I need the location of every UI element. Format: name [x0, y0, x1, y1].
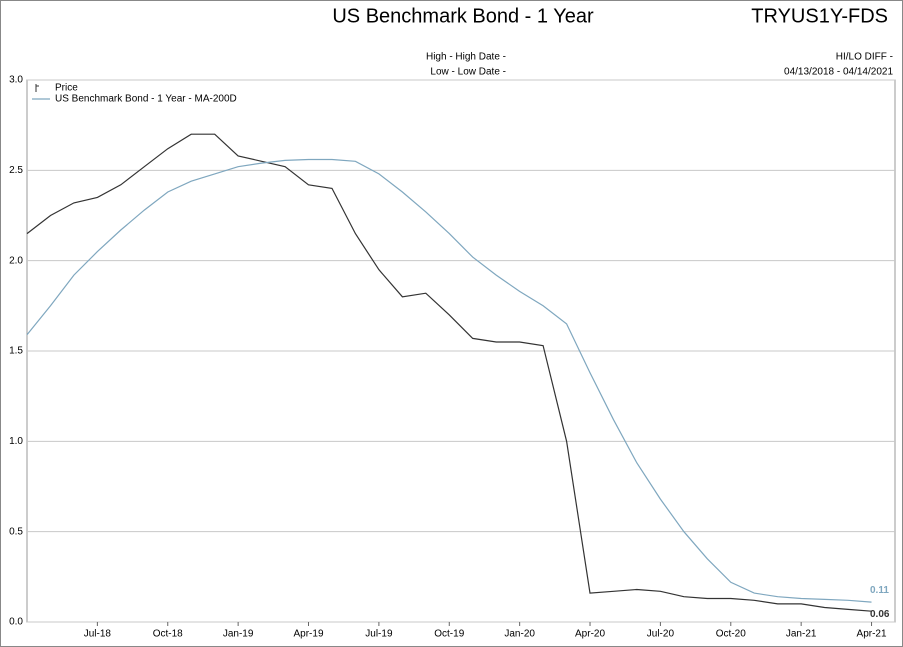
low-label: Low - Low Date - [430, 67, 506, 78]
y-tick-label: 3.0 [9, 75, 23, 86]
y-tick-label: 1.5 [9, 346, 23, 357]
x-tick-label: Jan-20 [504, 629, 535, 640]
x-tick-label: Apr-21 [857, 629, 887, 640]
ticker: TRYUS1Y-FDS [751, 5, 888, 27]
x-tick-label: Jan-21 [786, 629, 817, 640]
y-tick-label: 1.0 [9, 436, 23, 447]
x-tick-label: Oct-18 [153, 629, 183, 640]
y-tick-label: 0.5 [9, 526, 23, 537]
diff-label: HI/LO DIFF - [836, 52, 893, 63]
series-line [26, 158, 872, 603]
series-line [26, 133, 872, 612]
x-tick-label: Jul-18 [84, 629, 112, 640]
y-tick-label: 0.0 [9, 617, 23, 628]
legend-label: Price [55, 83, 78, 94]
x-tick-label: Oct-20 [716, 629, 746, 640]
end-value-label: 0.06 [870, 609, 890, 620]
high-label: High - High Date - [426, 52, 506, 63]
x-tick-label: Apr-20 [575, 629, 605, 640]
x-tick-label: Apr-19 [294, 629, 324, 640]
date-range: 04/13/2018 - 04/14/2021 [784, 67, 893, 78]
x-tick-label: Jan-19 [223, 629, 254, 640]
chart-title: US Benchmark Bond - 1 Year [332, 5, 594, 27]
y-tick-label: 2.0 [9, 255, 23, 266]
x-tick-label: Jul-19 [365, 629, 393, 640]
end-value-label: 0.11 [870, 585, 889, 596]
x-tick-label: Oct-19 [434, 629, 464, 640]
y-tick-label: 2.5 [9, 165, 23, 176]
legend-label: US Benchmark Bond - 1 Year - MA-200D [55, 94, 237, 105]
x-tick-label: Jul-20 [647, 629, 675, 640]
